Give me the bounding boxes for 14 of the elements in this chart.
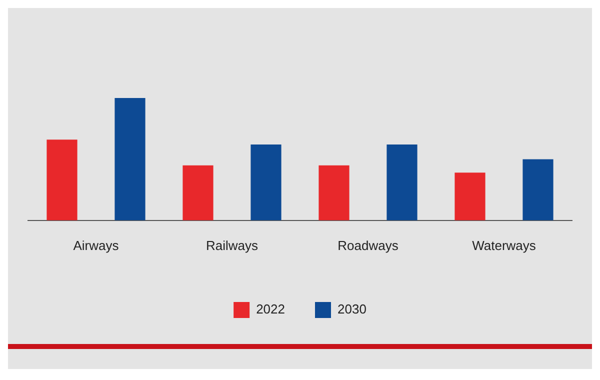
bar [46,140,78,220]
bar [318,165,350,220]
x-tick-label: Airways [73,238,120,253]
bar [522,159,554,220]
legend-label: 2022 [256,302,285,317]
bar [114,98,146,220]
x-tick-label: Roadways [338,238,399,253]
bar [250,144,282,220]
x-tick-label: Waterways [472,238,536,253]
bar [386,144,418,220]
bar [454,172,486,220]
x-tick-label: Railways [206,238,259,253]
bar [182,165,214,220]
legend-label: 2030 [338,302,366,317]
